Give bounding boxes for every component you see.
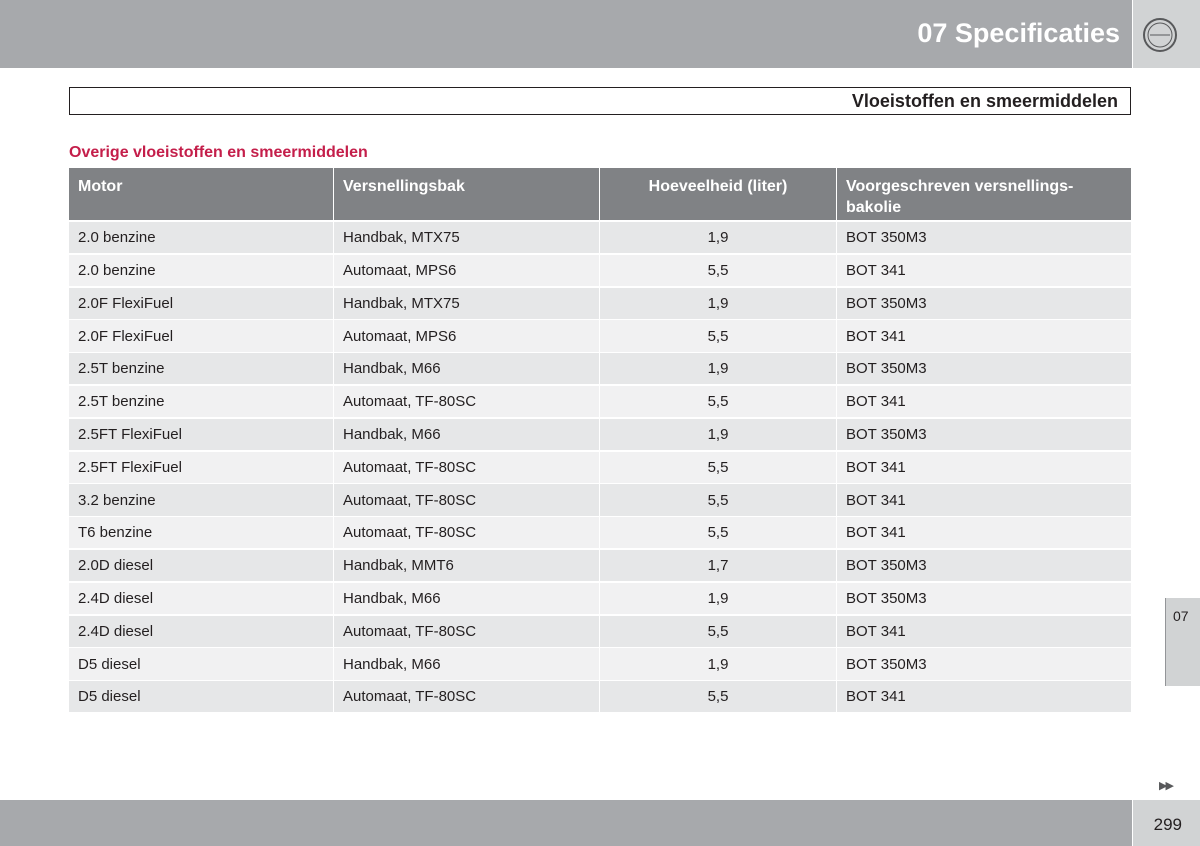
table-cell: BOT 350M3 bbox=[837, 353, 1131, 385]
table-cell: 2.0 benzine bbox=[69, 222, 333, 254]
table-cell: Automaat, TF-80SC bbox=[334, 615, 599, 647]
header-bar bbox=[0, 0, 1132, 68]
header-cell: Motor bbox=[69, 168, 333, 220]
table-cell: BOT 341 bbox=[837, 681, 1131, 713]
table-cell: Automaat, TF-80SC bbox=[334, 386, 599, 418]
table-cell: Automaat, MPS6 bbox=[334, 320, 599, 352]
table-cell: Automaat, TF-80SC bbox=[334, 517, 599, 549]
table-cell: Automaat, TF-80SC bbox=[334, 451, 599, 483]
table-cell: D5 diesel bbox=[69, 648, 333, 680]
table-cell: BOT 341 bbox=[837, 320, 1131, 352]
next-arrows: ▶▶ bbox=[1159, 780, 1174, 792]
chapter-icon bbox=[1143, 18, 1177, 52]
table-cell: BOT 341 bbox=[837, 484, 1131, 516]
table-cell: 2.0D diesel bbox=[69, 550, 333, 582]
subtitle: Overige vloeistoffen en smeermiddelen bbox=[69, 144, 368, 161]
table-cell: BOT 350M3 bbox=[837, 550, 1131, 582]
table-cell: BOT 341 bbox=[837, 517, 1131, 549]
footer-page-box bbox=[1133, 800, 1200, 846]
table-cell: 1,9 bbox=[600, 222, 836, 254]
table-cell: 1,9 bbox=[600, 648, 836, 680]
header-title: 07 Specificaties bbox=[917, 18, 1120, 48]
table-cell: 2.5FT FlexiFuel bbox=[69, 418, 333, 451]
table-cell: D5 diesel bbox=[69, 681, 333, 713]
table-cell: 2.5T benzine bbox=[69, 353, 333, 385]
table-cell: 5,5 bbox=[600, 320, 836, 352]
table-cell: BOT 350M3 bbox=[837, 287, 1131, 319]
table-cell: Handbak, M66 bbox=[334, 648, 599, 680]
table-cell: 5,5 bbox=[600, 451, 836, 483]
header-cell: Voorgeschreven versnellings-bakolie bbox=[837, 168, 1131, 220]
table-cell: 5,5 bbox=[600, 484, 836, 516]
table-cell: 2.0F FlexiFuel bbox=[69, 287, 333, 319]
table-cell: BOT 341 bbox=[837, 451, 1131, 483]
table-cell: 1,9 bbox=[600, 582, 836, 615]
table-cell: 5,5 bbox=[600, 681, 836, 713]
table-cell: 2.5T benzine bbox=[69, 386, 333, 418]
table-cell: Handbak, MTX75 bbox=[334, 222, 599, 254]
table-cell: 1,7 bbox=[600, 550, 836, 582]
table-cell: BOT 350M3 bbox=[837, 418, 1131, 451]
table-cell: BOT 350M3 bbox=[837, 222, 1131, 254]
header-icon-box bbox=[1133, 0, 1200, 68]
table-cell: Handbak, M66 bbox=[334, 418, 599, 451]
table-cell: BOT 350M3 bbox=[837, 648, 1131, 680]
table-cell: 2.4D diesel bbox=[69, 615, 333, 647]
table-cell: 1,9 bbox=[600, 418, 836, 451]
table-cell: Automaat, TF-80SC bbox=[334, 681, 599, 713]
table-cell: Automaat, TF-80SC bbox=[334, 484, 599, 516]
section-box: Vloeistoffen en smeermiddelen bbox=[69, 87, 1131, 115]
table-cell: T6 benzine bbox=[69, 517, 333, 549]
table-cell: Handbak, MMT6 bbox=[334, 550, 599, 582]
table-cell: 1,9 bbox=[600, 353, 836, 385]
table-cell: BOT 350M3 bbox=[837, 582, 1131, 615]
section-title: Vloeistoffen en smeermiddelen bbox=[851, 91, 1118, 111]
header-cell: Versnellingsbak bbox=[334, 168, 599, 220]
table-cell: 2.5FT FlexiFuel bbox=[69, 451, 333, 483]
table-cell: Handbak, MTX75 bbox=[334, 287, 599, 319]
header-cell: Hoeveelheid (liter) bbox=[600, 168, 836, 220]
page-number: 299 bbox=[1153, 815, 1182, 834]
table-cell: 1,9 bbox=[600, 287, 836, 319]
table-cell: 5,5 bbox=[600, 254, 836, 287]
table-cell: 3.2 benzine bbox=[69, 484, 333, 516]
table-cell: 5,5 bbox=[600, 615, 836, 647]
table-cell: 5,5 bbox=[600, 517, 836, 549]
table-cell: BOT 341 bbox=[837, 615, 1131, 647]
side-tab: 07 bbox=[1165, 598, 1200, 686]
table-cell: 5,5 bbox=[600, 386, 836, 418]
table-cell: 2.4D diesel bbox=[69, 582, 333, 615]
table-cell: BOT 341 bbox=[837, 254, 1131, 287]
table-cell: Handbak, M66 bbox=[334, 582, 599, 615]
table-cell: 2.0 benzine bbox=[69, 254, 333, 287]
table-cell: Automaat, MPS6 bbox=[334, 254, 599, 287]
table-cell: Handbak, M66 bbox=[334, 353, 599, 385]
table-cell: 2.0F FlexiFuel bbox=[69, 320, 333, 352]
table-cell: BOT 341 bbox=[837, 386, 1131, 418]
footer-bar bbox=[0, 800, 1132, 846]
